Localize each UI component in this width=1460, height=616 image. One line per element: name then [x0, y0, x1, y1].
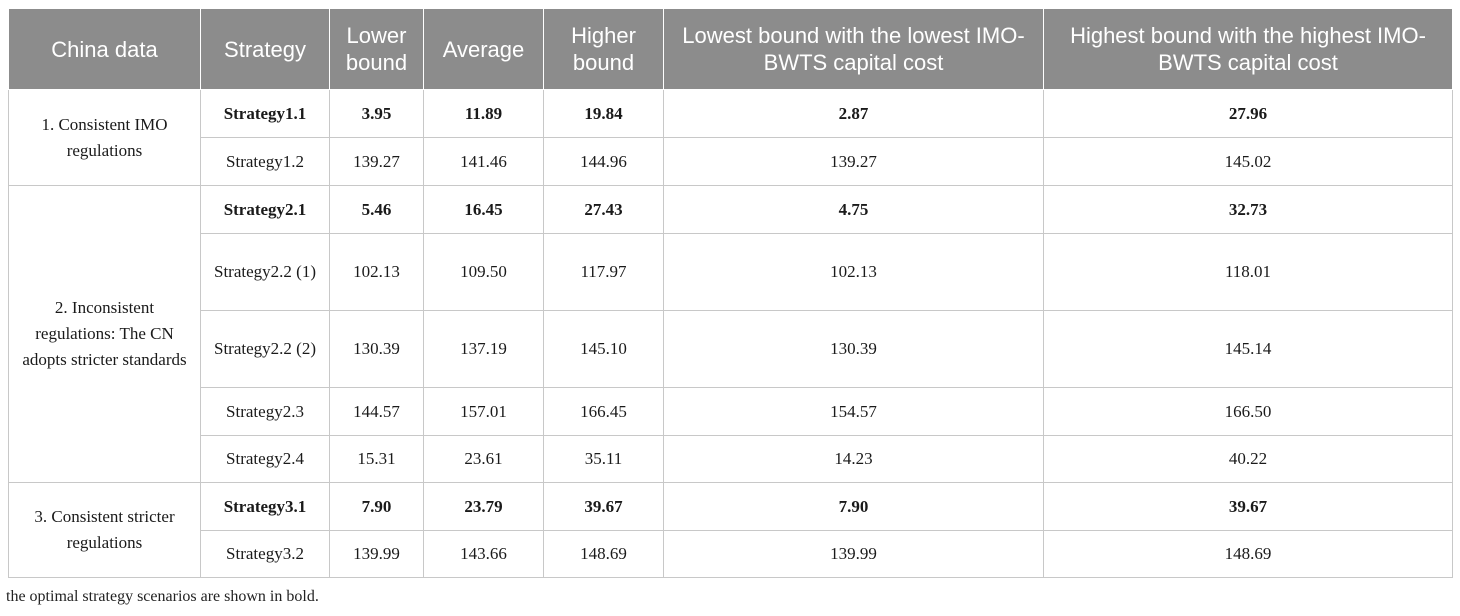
strategy-cost-table: China data Strategy Lower bound Average … — [8, 8, 1453, 578]
strategy-cell: Strategy2.2 (2) — [200, 310, 330, 388]
strategy-cell: Strategy2.4 — [200, 435, 330, 483]
average-cell: 23.61 — [423, 435, 544, 483]
lower-bound-cell: 139.27 — [329, 137, 424, 186]
higher-bound-cell: 35.11 — [543, 435, 664, 483]
lower-bound-cell: 130.39 — [329, 310, 424, 388]
higher-bound-cell: 145.10 — [543, 310, 664, 388]
highest-bound-cell: 166.50 — [1043, 387, 1453, 436]
header-highest-bound-highest-capital: Highest bound with the highest IMO-BWTS … — [1043, 8, 1453, 90]
lower-bound-cell: 139.99 — [329, 530, 424, 578]
highest-bound-cell: 145.02 — [1043, 137, 1453, 186]
average-cell: 157.01 — [423, 387, 544, 436]
higher-bound-cell: 148.69 — [543, 530, 664, 578]
strategy-cell: Strategy2.2 (1) — [200, 233, 330, 311]
table-row: Strategy1.2 139.27 141.46 144.96 139.27 … — [9, 137, 1453, 186]
higher-bound-cell: 27.43 — [543, 185, 664, 234]
table-row: 3. Consistent stricter regulations Strat… — [8, 482, 1453, 578]
higher-bound-cell: 117.97 — [543, 233, 664, 311]
higher-bound-cell: 39.67 — [543, 482, 664, 531]
strategy-cell: Strategy2.1 — [200, 185, 330, 234]
higher-bound-cell: 144.96 — [543, 137, 664, 186]
header-average: Average — [423, 8, 544, 90]
highest-bound-cell: 32.73 — [1043, 185, 1453, 234]
highest-bound-cell: 118.01 — [1043, 233, 1453, 311]
lowest-bound-cell: 139.27 — [663, 137, 1044, 186]
lowest-bound-cell: 2.87 — [663, 89, 1044, 138]
lower-bound-cell: 5.46 — [329, 185, 424, 234]
table-footnote: the optimal strategy scenarios are shown… — [6, 588, 319, 605]
strategy-cell: Strategy3.1 — [200, 482, 330, 531]
average-cell: 141.46 — [423, 137, 544, 186]
lowest-bound-cell: 14.23 — [663, 435, 1044, 483]
group-label-consistent-imo: 1. Consistent IMO regulations — [8, 89, 201, 186]
average-cell: 16.45 — [423, 185, 544, 234]
header-strategy: Strategy — [200, 8, 330, 90]
highest-bound-cell: 40.22 — [1043, 435, 1453, 483]
header-higher-bound: Higher bound — [543, 8, 664, 90]
table-row: 1. Consistent IMO regulations Strategy1.… — [8, 89, 1453, 186]
lowest-bound-cell: 139.99 — [663, 530, 1044, 578]
strategy-cell: Strategy1.2 — [200, 137, 330, 186]
average-cell: 109.50 — [423, 233, 544, 311]
strategy-cell: Strategy3.2 — [200, 530, 330, 578]
higher-bound-cell: 166.45 — [543, 387, 664, 436]
average-cell: 23.79 — [423, 482, 544, 531]
lower-bound-cell: 144.57 — [329, 387, 424, 436]
header-lowest-bound-lowest-capital: Lowest bound with the lowest IMO-BWTS ca… — [663, 8, 1044, 90]
highest-bound-cell: 148.69 — [1043, 530, 1453, 578]
higher-bound-cell: 19.84 — [543, 89, 664, 138]
table-row: Strategy2.3 144.57 157.01 166.45 154.57 … — [9, 387, 1453, 436]
lowest-bound-cell: 7.90 — [663, 482, 1044, 531]
table-row: Strategy2.2 (1) 102.13 109.50 117.97 102… — [9, 233, 1453, 311]
table-row: Strategy3.2 139.99 143.66 148.69 139.99 … — [9, 530, 1453, 578]
highest-bound-cell: 145.14 — [1043, 310, 1453, 388]
highest-bound-cell: 27.96 — [1043, 89, 1453, 138]
strategy-cell: Strategy2.3 — [200, 387, 330, 436]
average-cell: 137.19 — [423, 310, 544, 388]
average-cell: 143.66 — [423, 530, 544, 578]
lower-bound-cell: 7.90 — [329, 482, 424, 531]
lowest-bound-cell: 4.75 — [663, 185, 1044, 234]
table-row: 2. Inconsistent regulations: The CN adop… — [8, 185, 1453, 483]
lower-bound-cell: 15.31 — [329, 435, 424, 483]
lowest-bound-cell: 102.13 — [663, 233, 1044, 311]
header-row: China data Strategy Lower bound Average … — [8, 8, 1453, 90]
lowest-bound-cell: 154.57 — [663, 387, 1044, 436]
header-lower-bound: Lower bound — [329, 8, 424, 90]
group-label-consistent-stricter: 3. Consistent stricter regulations — [8, 482, 201, 578]
highest-bound-cell: 39.67 — [1043, 482, 1453, 531]
group-label-inconsistent: 2. Inconsistent regulations: The CN adop… — [8, 185, 201, 483]
table-row: Strategy2.4 15.31 23.61 35.11 14.23 40.2… — [9, 435, 1453, 483]
strategy-cell: Strategy1.1 — [200, 89, 330, 138]
header-china-data: China data — [8, 8, 201, 90]
table-row: Strategy2.2 (2) 130.39 137.19 145.10 130… — [9, 310, 1453, 388]
lowest-bound-cell: 130.39 — [663, 310, 1044, 388]
lower-bound-cell: 3.95 — [329, 89, 424, 138]
lower-bound-cell: 102.13 — [329, 233, 424, 311]
average-cell: 11.89 — [423, 89, 544, 138]
